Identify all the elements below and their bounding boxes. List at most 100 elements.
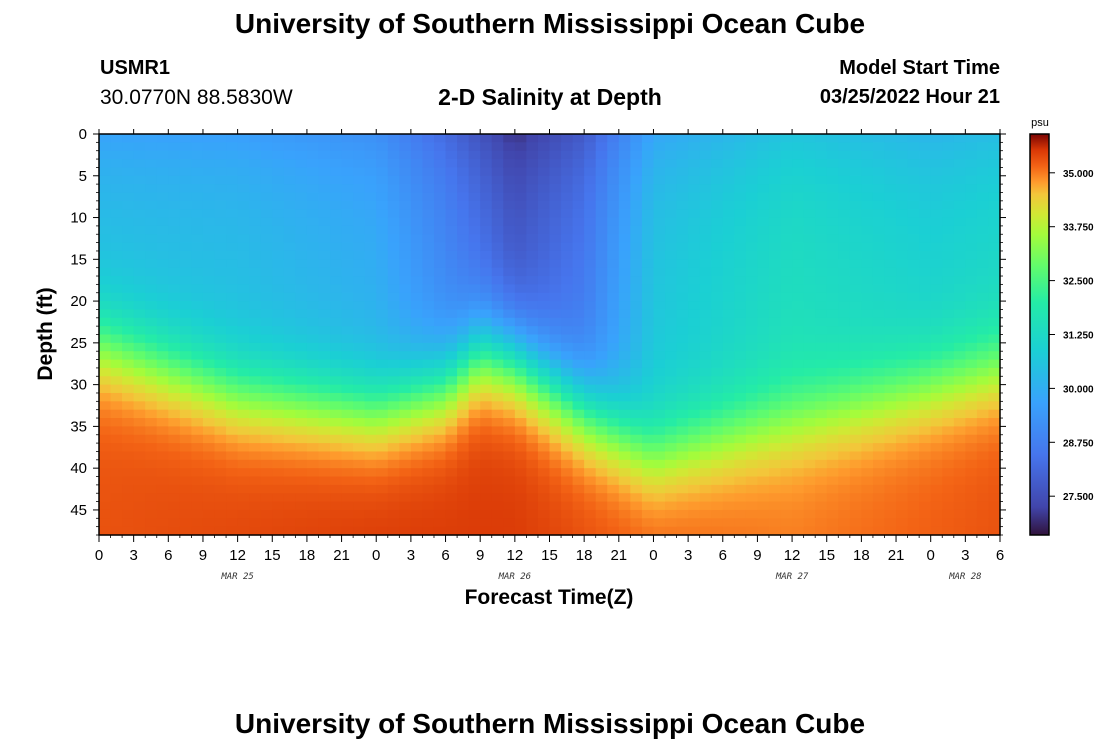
- heatmap-cell: [214, 409, 227, 419]
- heatmap-cell: [480, 309, 493, 319]
- heatmap-cell: [341, 459, 354, 469]
- heatmap-cell: [445, 267, 458, 277]
- heatmap-cell: [122, 175, 135, 185]
- heatmap-cell: [491, 276, 504, 285]
- heatmap-cell: [641, 309, 655, 319]
- heatmap-cell: [156, 284, 169, 294]
- heatmap-cell: [561, 501, 574, 511]
- heatmap-cell: [826, 484, 839, 494]
- heatmap-cell: [537, 426, 551, 436]
- heatmap-cell: [295, 276, 308, 285]
- heatmap-cell: [387, 242, 400, 252]
- heatmap-cell: [549, 418, 562, 427]
- heatmap-cell: [260, 242, 273, 252]
- heatmap-cell: [653, 276, 666, 285]
- heatmap-cell: [861, 309, 874, 319]
- heatmap-cell: [884, 259, 897, 269]
- heatmap-cell: [341, 234, 354, 244]
- heatmap-cell: [249, 359, 262, 369]
- heatmap-cell: [930, 259, 943, 269]
- x-tick-label: 15: [264, 547, 281, 564]
- heatmap-cell: [665, 175, 678, 185]
- heatmap-cell: [122, 259, 135, 269]
- heatmap-cell: [953, 418, 966, 427]
- heatmap-cell: [179, 234, 193, 244]
- heatmap-cell: [295, 159, 308, 169]
- heatmap-cell: [826, 301, 839, 311]
- heatmap-cell: [191, 459, 204, 469]
- heatmap-cell: [919, 200, 932, 210]
- heatmap-cell: [214, 234, 227, 244]
- heatmap-cell: [549, 200, 562, 210]
- heatmap-cell: [942, 509, 955, 519]
- heatmap-cell: [803, 426, 816, 436]
- heatmap-cell: [110, 367, 123, 377]
- heatmap-cell: [503, 443, 516, 453]
- heatmap-cell: [156, 242, 169, 252]
- heatmap-cell: [306, 259, 320, 269]
- heatmap-cell: [561, 150, 574, 160]
- heatmap-cell: [156, 351, 169, 361]
- heatmap-cell: [156, 493, 169, 503]
- heatmap-cell: [260, 526, 273, 536]
- heatmap-cell: [214, 376, 227, 386]
- heatmap-cell: [919, 134, 932, 143]
- heatmap-cell: [884, 459, 897, 469]
- heatmap-cell: [179, 376, 193, 386]
- heatmap-cell: [930, 217, 943, 227]
- y-tick-label: 45: [70, 502, 87, 519]
- heatmap-cell: [145, 142, 158, 152]
- heatmap-cell: [260, 501, 273, 511]
- heatmap-cell: [526, 392, 539, 402]
- heatmap-cell: [699, 484, 712, 494]
- heatmap-cell: [433, 200, 447, 210]
- heatmap-cell: [283, 326, 296, 336]
- heatmap-cell: [514, 434, 527, 444]
- heatmap-cell: [364, 493, 377, 503]
- heatmap-cell: [699, 501, 712, 511]
- heatmap-cell: [237, 142, 250, 152]
- heatmap-cell: [283, 309, 296, 319]
- heatmap-cell: [318, 376, 331, 386]
- heatmap-cell: [838, 326, 851, 336]
- heatmap-cell: [364, 175, 377, 185]
- heatmap-cell: [572, 342, 585, 352]
- heatmap-cell: [861, 134, 874, 143]
- heatmap-cell: [861, 159, 874, 169]
- heatmap-cell: [433, 376, 447, 386]
- heatmap-cell: [653, 217, 666, 227]
- heatmap-cell: [226, 459, 239, 469]
- heatmap-cell: [792, 267, 805, 277]
- heatmap-cell: [838, 259, 851, 269]
- heatmap-cell: [584, 518, 597, 528]
- heatmap-cell: [202, 451, 216, 461]
- heatmap-cell: [595, 209, 608, 219]
- heatmap-cell: [110, 284, 123, 294]
- heatmap-cell: [306, 234, 320, 244]
- heatmap-cell: [214, 359, 227, 369]
- heatmap-cell: [803, 367, 816, 377]
- heatmap-cell: [237, 342, 250, 352]
- heatmap-cell: [988, 292, 1001, 302]
- heatmap-cell: [872, 301, 886, 311]
- heatmap-cell: [457, 267, 470, 277]
- heatmap-cell: [572, 184, 585, 194]
- heatmap-cell: [584, 276, 597, 285]
- heatmap-cell: [226, 225, 239, 235]
- heatmap-cell: [549, 518, 562, 528]
- heatmap-cell: [433, 209, 447, 219]
- heatmap-cell: [457, 284, 470, 294]
- heatmap-cell: [422, 376, 435, 386]
- heatmap-cell: [561, 459, 574, 469]
- heatmap-cell: [595, 409, 608, 419]
- heatmap-cell: [803, 284, 816, 294]
- heatmap-cell: [341, 434, 354, 444]
- heatmap-cell: [676, 459, 689, 469]
- heatmap-cell: [618, 192, 631, 202]
- heatmap-cell: [249, 526, 262, 536]
- heatmap-cell: [595, 175, 608, 185]
- heatmap-cell: [584, 501, 597, 511]
- heatmap-cell: [595, 200, 608, 210]
- heatmap-cell: [595, 334, 608, 344]
- heatmap-cell: [595, 250, 608, 260]
